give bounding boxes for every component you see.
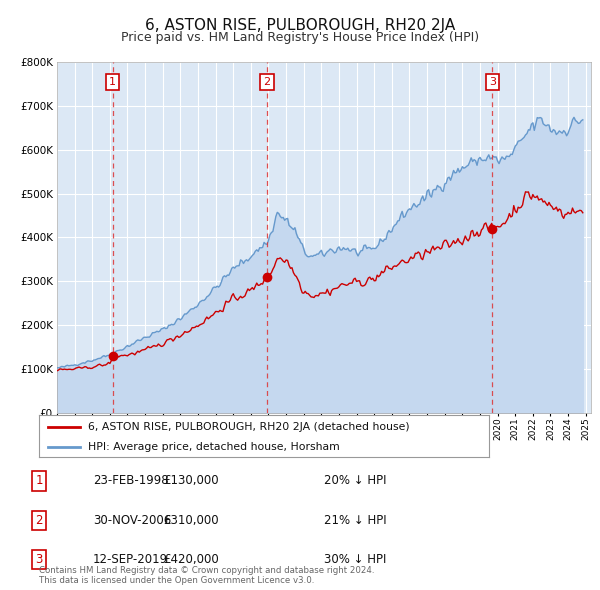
Text: 3: 3 bbox=[489, 77, 496, 87]
Text: 23-FEB-1998: 23-FEB-1998 bbox=[93, 474, 169, 487]
Text: HPI: Average price, detached house, Horsham: HPI: Average price, detached house, Hors… bbox=[89, 442, 340, 451]
Text: 30% ↓ HPI: 30% ↓ HPI bbox=[324, 553, 386, 566]
Text: 30-NOV-2006: 30-NOV-2006 bbox=[93, 514, 171, 527]
Text: 2: 2 bbox=[35, 514, 43, 527]
Text: Price paid vs. HM Land Registry's House Price Index (HPI): Price paid vs. HM Land Registry's House … bbox=[121, 31, 479, 44]
Text: 6, ASTON RISE, PULBOROUGH, RH20 2JA (detached house): 6, ASTON RISE, PULBOROUGH, RH20 2JA (det… bbox=[89, 422, 410, 432]
Text: 2: 2 bbox=[263, 77, 271, 87]
Text: 21% ↓ HPI: 21% ↓ HPI bbox=[324, 514, 386, 527]
Text: £130,000: £130,000 bbox=[163, 474, 219, 487]
Text: 6, ASTON RISE, PULBOROUGH, RH20 2JA: 6, ASTON RISE, PULBOROUGH, RH20 2JA bbox=[145, 18, 455, 32]
Text: 1: 1 bbox=[35, 474, 43, 487]
Text: 20% ↓ HPI: 20% ↓ HPI bbox=[324, 474, 386, 487]
Text: 3: 3 bbox=[35, 553, 43, 566]
Text: £310,000: £310,000 bbox=[163, 514, 219, 527]
Text: Contains HM Land Registry data © Crown copyright and database right 2024.
This d: Contains HM Land Registry data © Crown c… bbox=[39, 566, 374, 585]
Text: 1: 1 bbox=[109, 77, 116, 87]
Text: £420,000: £420,000 bbox=[163, 553, 219, 566]
Text: 12-SEP-2019: 12-SEP-2019 bbox=[93, 553, 168, 566]
